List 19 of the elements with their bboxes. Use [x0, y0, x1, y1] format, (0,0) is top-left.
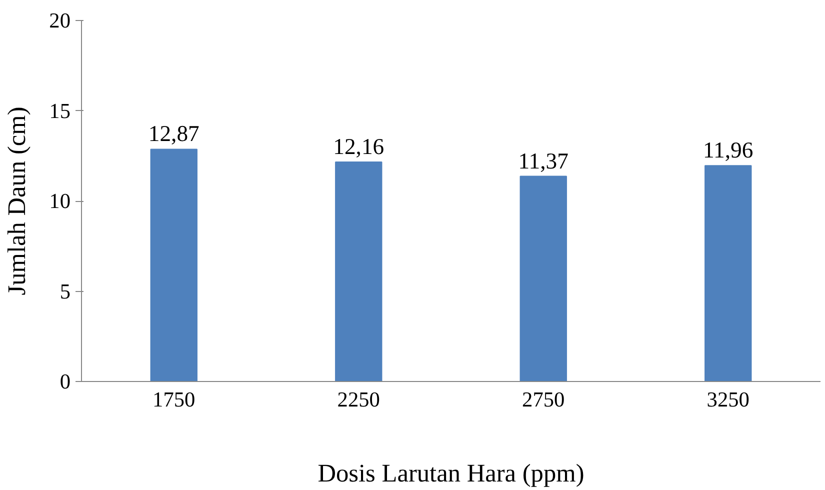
x-tick-label: 2250 — [337, 388, 380, 412]
y-axis-title: Jumlah Daun (cm) — [3, 106, 32, 296]
bar — [704, 165, 752, 382]
y-tick-label: 0 — [60, 370, 71, 394]
x-axis-title: Dosis Larutan Hara (ppm) — [318, 460, 584, 488]
data-label: 12,16 — [333, 134, 384, 160]
data-label: 11,96 — [703, 138, 754, 163]
bar — [335, 162, 382, 382]
y-tick-label: 20 — [49, 8, 70, 32]
x-tick-label: 3250 — [706, 388, 750, 412]
data-label: 12,87 — [148, 121, 200, 146]
x-tick-label: 2750 — [522, 388, 565, 412]
data-label: 11,37 — [518, 148, 568, 174]
bar — [150, 148, 198, 382]
y-tick-label: 15 — [49, 98, 70, 123]
y-tick-label: 10 — [49, 189, 70, 213]
bar — [520, 176, 567, 382]
x-tick-label: 1750 — [152, 388, 196, 412]
y-tick-label: 5 — [60, 279, 71, 304]
